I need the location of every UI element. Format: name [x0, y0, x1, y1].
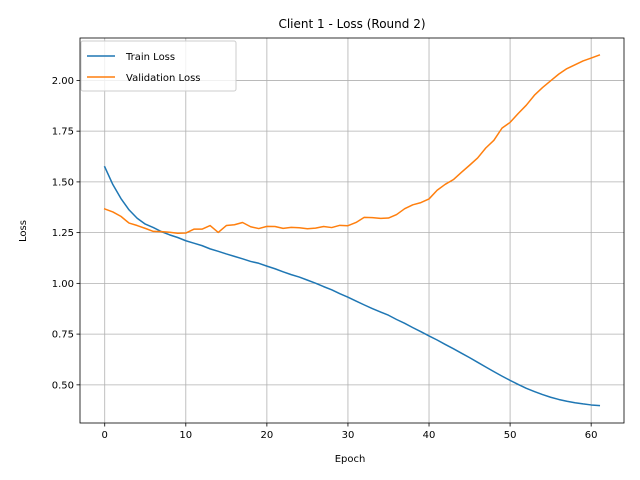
legend-box	[80, 40, 237, 92]
y-tick-label: 2.00	[52, 76, 74, 87]
train-loss-line	[103, 165, 601, 407]
x-ticks: 0 10 20 30 40 50 60	[102, 423, 598, 441]
x-tick-label: 0	[102, 430, 108, 441]
y-tick-label: 1.25	[52, 228, 74, 239]
y-tick-label: 0.50	[52, 380, 74, 391]
chart-title: Client 1 - Loss (Round 2)	[278, 17, 425, 31]
x-tick-label: 20	[261, 430, 274, 441]
y-tick-label: 1.75	[52, 127, 74, 138]
grid-lines	[80, 38, 624, 423]
x-tick-label: 60	[585, 430, 598, 441]
x-tick-label: 50	[504, 430, 517, 441]
legend-validation-label: Validation Loss	[126, 73, 201, 84]
y-axis-label: Loss	[18, 220, 29, 242]
plot-frame	[79, 37, 625, 424]
x-tick-label: 40	[423, 430, 436, 441]
y-tick-label: 1.50	[52, 177, 74, 188]
y-tick-label: 1.00	[52, 279, 74, 290]
x-tick-label: 30	[342, 430, 355, 441]
x-axis-label: Epoch	[335, 454, 366, 465]
legend-train-label: Train Loss	[125, 52, 175, 63]
x-tick-label: 10	[179, 430, 192, 441]
validation-loss-line	[103, 54, 601, 234]
y-ticks: 0.50 0.75 1.00 1.25 1.50 1.75 2.00	[52, 76, 80, 391]
legend: Train Loss Validation Loss	[80, 40, 237, 92]
series-lines	[103, 54, 601, 407]
y-tick-label: 0.75	[52, 330, 74, 341]
